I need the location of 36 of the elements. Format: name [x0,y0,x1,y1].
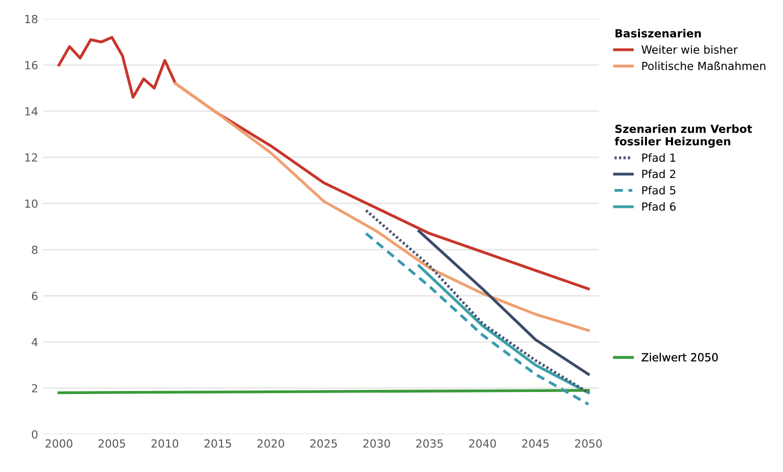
x-tick-label: 2050 [575,439,602,448]
x-tick-label: 2010 [152,439,178,448]
y-tick-label: 0 [32,430,38,439]
y-tick-label: 2 [32,384,38,392]
x-tick-label: 2045 [522,439,549,448]
legend-label: Politische Maßnahmen [642,62,766,70]
line-series [174,82,590,332]
x-tick-label: 2015 [204,439,231,448]
x-tick-label: 2035 [416,439,443,448]
text: Szenarien zum Verbot fossiler Heizungen [614,124,752,148]
x-tick-label: 2005 [98,439,126,448]
x-tick-label: 2000 [46,439,72,448]
y-tick-label: 6 [32,292,38,300]
y-tick-label: 18 [25,14,38,24]
y-tick-label: 14 [25,107,38,116]
legend-label: Pfad 2 [642,170,676,178]
x-tick-label: 2025 [310,439,337,448]
x-tick-label: 2030 [363,439,390,448]
line-series [364,232,590,406]
line-series [364,209,590,394]
text: Basiszenarien [616,28,701,38]
line-series [418,264,590,394]
y-tick-label: 16 [25,61,38,70]
legend-label: Pfad 5 [642,186,676,194]
y-tick-label: 12 [25,153,38,162]
x-tick-label: 2020 [257,439,284,448]
legend-label: Pfad 1 [642,153,676,162]
legend-label: Pfad 6 [642,202,676,211]
y-tick-label: 4 [32,338,38,346]
legend-label: Zielwert 2050 [642,352,718,362]
legend-label: Weiter wie bisher [642,45,738,54]
y-tick-label: 10 [25,199,38,208]
x-tick-label: 2040 [469,439,496,448]
line-series [58,36,590,290]
y-tick-label: 8 [32,246,38,254]
line-series [418,230,590,376]
